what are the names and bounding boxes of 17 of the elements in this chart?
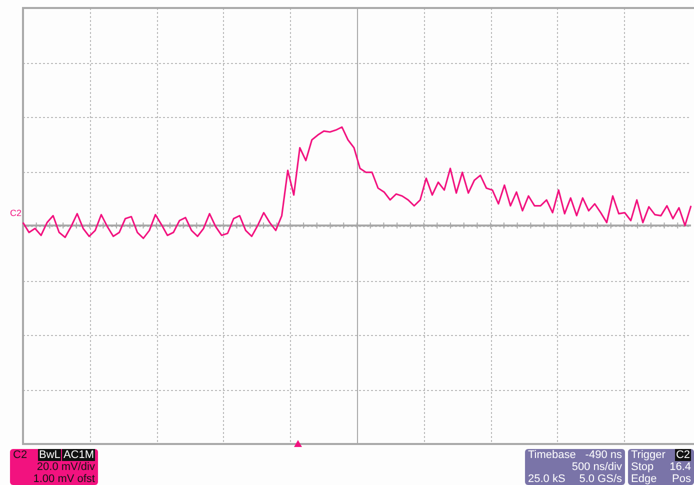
text: Stop [631, 461, 654, 473]
text: C2 [10, 208, 22, 218]
text: 25.0 kS [528, 473, 566, 485]
text: C2 [13, 449, 28, 461]
text: 1.00 mV ofst [33, 473, 95, 485]
text: 20.0 mV/div [36, 461, 95, 473]
text: C2 [674, 449, 691, 461]
text: Timebase [528, 449, 576, 461]
text: Pos [672, 473, 691, 485]
text: AC1M [62, 449, 95, 461]
text: 16.4 [670, 461, 691, 473]
text: 500 ns/div [572, 461, 622, 473]
text: BwL [38, 449, 62, 461]
text: Trigger [631, 449, 666, 461]
text: 5.0 GS/s [579, 473, 622, 485]
text: Edge [631, 473, 657, 485]
text: -490 ns [585, 449, 622, 461]
